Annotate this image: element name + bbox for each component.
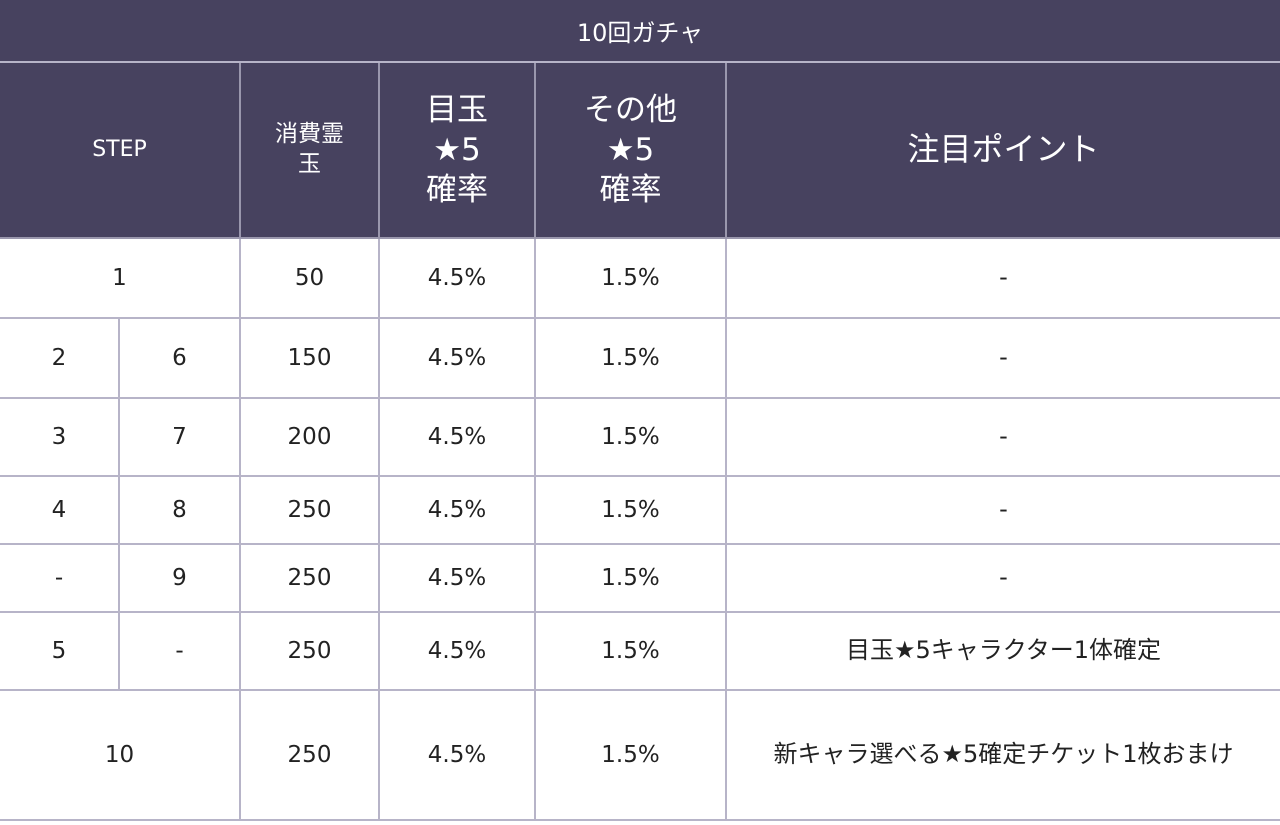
header-other-line: 確率	[599, 172, 662, 209]
table-row: 4 8 250 4.5% 1.5% -	[0, 475, 1280, 545]
featured-rate-cell: 4.5%	[378, 317, 536, 399]
step-b-cell: 6	[118, 317, 241, 399]
note-cell: -	[724, 317, 1280, 399]
table-title-row: 10回ガチャ	[0, 0, 1280, 63]
table-row: 5 - 250 4.5% 1.5% 目玉★5キャラクター1体確定	[0, 611, 1280, 691]
table-header-row: STEP 消費霊 玉 目玉 ★5 確率 その他 ★5 確率 注目ポイント	[0, 61, 1280, 239]
featured-rate-cell: 4.5%	[378, 543, 536, 613]
cost-cell: 150	[239, 317, 380, 399]
other-rate-cell: 1.5%	[534, 543, 727, 613]
table-row: 1 50 4.5% 1.5% -	[0, 237, 1280, 319]
step-a-cell: 5	[0, 611, 120, 691]
other-rate-cell: 1.5%	[534, 317, 727, 399]
table-row: 3 7 200 4.5% 1.5% -	[0, 397, 1280, 477]
header-featured-line: ★5	[433, 131, 481, 168]
header-cost-line: 玉	[298, 151, 321, 177]
step-b-cell: 9	[118, 543, 241, 613]
step-cell: 10	[0, 689, 241, 821]
cost-cell: 250	[239, 475, 380, 545]
step-a-cell: -	[0, 543, 120, 613]
cost-cell: 200	[239, 397, 380, 477]
featured-rate-cell: 4.5%	[378, 237, 536, 319]
header-featured-line: 目玉	[426, 91, 488, 128]
other-rate-cell: 1.5%	[534, 475, 727, 545]
table-row: 10 250 4.5% 1.5% 新キャラ選べる★5確定チケット1枚おまけ	[0, 689, 1280, 821]
note-cell: -	[724, 475, 1280, 545]
step-b-cell: 8	[118, 475, 241, 545]
note-cell: -	[724, 397, 1280, 477]
header-cost: 消費霊 玉	[239, 61, 380, 239]
featured-rate-cell: 4.5%	[378, 475, 536, 545]
featured-rate-cell: 4.5%	[378, 397, 536, 477]
other-rate-cell: 1.5%	[534, 689, 727, 821]
cost-cell: 50	[239, 237, 380, 319]
table-row: - 9 250 4.5% 1.5% -	[0, 543, 1280, 613]
table-row: 2 6 150 4.5% 1.5% -	[0, 317, 1280, 399]
header-featured-line: 確率	[426, 172, 488, 209]
note-cell: 新キャラ選べる★5確定チケット1枚おまけ	[724, 689, 1280, 821]
note-cell: 目玉★5キャラクター1体確定	[724, 611, 1280, 691]
header-other-line: ★5	[606, 131, 655, 168]
header-other-line: その他	[584, 91, 677, 128]
step-a-cell: 4	[0, 475, 120, 545]
table-title: 10回ガチャ	[0, 0, 1280, 63]
other-rate-cell: 1.5%	[534, 611, 727, 691]
step-cell: 1	[0, 237, 241, 319]
step-b-cell: 7	[118, 397, 241, 477]
featured-rate-cell: 4.5%	[378, 611, 536, 691]
cost-cell: 250	[239, 543, 380, 613]
featured-rate-cell: 4.5%	[378, 689, 536, 821]
header-cost-line: 消費霊	[275, 121, 344, 148]
note-cell: -	[724, 237, 1280, 319]
cost-cell: 250	[239, 611, 380, 691]
header-featured-rate: 目玉 ★5 確率	[378, 61, 536, 239]
step-a-cell: 2	[0, 317, 120, 399]
cost-cell: 250	[239, 689, 380, 821]
step-b-cell: -	[118, 611, 241, 691]
step-a-cell: 3	[0, 397, 120, 477]
header-other-rate: その他 ★5 確率	[534, 61, 727, 239]
note-cell: -	[724, 543, 1280, 613]
other-rate-cell: 1.5%	[534, 397, 727, 477]
other-rate-cell: 1.5%	[534, 237, 727, 319]
header-note: 注目ポイント	[724, 61, 1280, 239]
header-step: STEP	[0, 61, 241, 239]
